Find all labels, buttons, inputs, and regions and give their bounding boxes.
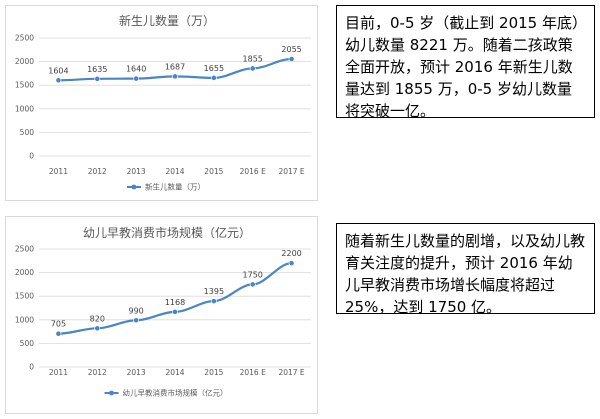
x-tick-label: 2012 bbox=[88, 167, 107, 176]
x-tick-label: 2011 bbox=[49, 368, 68, 377]
y-tick-label: 1000 bbox=[15, 315, 34, 324]
legend-label: 新生儿数量（万） bbox=[145, 182, 205, 192]
data-label: 1655 bbox=[204, 64, 224, 73]
y-tick-label: 2000 bbox=[15, 57, 34, 66]
y-tick-label: 1000 bbox=[15, 104, 34, 113]
chart-title: 幼儿早教消费市场规模（亿元） bbox=[83, 225, 251, 240]
x-tick-label: 2016 E bbox=[240, 368, 266, 377]
x-tick-label: 2014 bbox=[165, 368, 184, 377]
data-point bbox=[210, 298, 217, 305]
newborn-chart: 新生儿数量（万） 0 500 1000 1500 2000 2500 2011 2012 2013… bbox=[5, 5, 318, 201]
early-education-chart-svg: 幼儿早教消费市场规模（亿元） 0 500 1000 1500 2000 2500 2011 20… bbox=[15, 225, 311, 398]
y-tick-label: 500 bbox=[20, 128, 35, 137]
data-label: 1687 bbox=[165, 62, 185, 71]
legend-label: 幼儿早教消费市场规模（亿元） bbox=[123, 388, 228, 398]
data-point bbox=[55, 77, 62, 84]
newborn-chart-svg: 新生儿数量（万） 0 500 1000 1500 2000 2500 2011 2012 2013… bbox=[15, 13, 311, 192]
y-tick-label: 1500 bbox=[15, 292, 34, 301]
data-label: 1635 bbox=[87, 65, 107, 74]
x-tick-label: 2017 E bbox=[278, 368, 304, 377]
data-point bbox=[288, 56, 295, 62]
y-tick-label: 2000 bbox=[15, 268, 34, 277]
legend-marker bbox=[131, 184, 137, 190]
x-tick-label: 2012 bbox=[88, 368, 107, 377]
data-label: 705 bbox=[51, 320, 66, 329]
y-tick-label: 1500 bbox=[15, 81, 34, 90]
x-tick-label: 2017 E bbox=[278, 167, 304, 176]
data-label: 1395 bbox=[204, 287, 224, 296]
data-point bbox=[210, 74, 217, 81]
data-point bbox=[94, 325, 101, 332]
early-education-chart: 幼儿早教消费市场规模（亿元） 0 500 1000 1500 2000 2500 2011 20… bbox=[5, 216, 318, 414]
x-tick-label: 2016 E bbox=[240, 167, 266, 176]
x-tick-label: 2015 bbox=[204, 167, 223, 176]
x-tick-label: 2013 bbox=[127, 167, 146, 176]
data-point bbox=[249, 281, 256, 288]
y-tick-label: 500 bbox=[20, 339, 35, 348]
data-label: 990 bbox=[129, 306, 144, 315]
data-label: 2200 bbox=[281, 249, 301, 258]
data-label: 1168 bbox=[165, 298, 185, 307]
data-label: 820 bbox=[90, 314, 105, 323]
early-education-note: 随着新生儿数量的剧增，以及幼儿教育关注度的提升，预计 2016 年幼儿早教消费市… bbox=[336, 223, 595, 316]
x-tick-label: 2014 bbox=[165, 167, 184, 176]
data-point bbox=[133, 317, 140, 324]
early-education-note-text: 随着新生儿数量的剧增，以及幼儿教育关注度的提升，预计 2016 年幼儿早教消费市… bbox=[345, 232, 586, 316]
data-label: 1640 bbox=[126, 65, 146, 74]
y-tick-label: 0 bbox=[29, 152, 34, 161]
newborn-note-text: 目前，0-5 岁（截止到 2015 年底）幼儿数量 8221 万。随着二孩政策全… bbox=[345, 14, 580, 120]
data-label: 1855 bbox=[243, 54, 263, 63]
data-point bbox=[55, 330, 62, 337]
y-tick-label: 2500 bbox=[15, 245, 34, 254]
data-label: 1604 bbox=[48, 66, 68, 75]
x-tick-label: 2015 bbox=[204, 368, 223, 377]
y-tick-label: 0 bbox=[29, 363, 34, 372]
newborn-note: 目前，0-5 岁（截止到 2015 年底）幼儿数量 8221 万。随着二孩政策全… bbox=[336, 5, 595, 120]
data-label: 2055 bbox=[281, 45, 301, 54]
data-point bbox=[249, 65, 256, 72]
data-point bbox=[288, 260, 295, 267]
x-tick-label: 2011 bbox=[49, 167, 68, 176]
data-point bbox=[172, 73, 178, 80]
y-tick-label: 2500 bbox=[15, 34, 34, 43]
chart-title: 新生儿数量（万） bbox=[119, 13, 215, 28]
data-point bbox=[133, 75, 140, 82]
x-tick-label: 2013 bbox=[127, 368, 146, 377]
legend-marker bbox=[109, 390, 114, 396]
data-point bbox=[94, 75, 101, 82]
data-point bbox=[172, 308, 178, 315]
data-label: 1750 bbox=[243, 270, 263, 279]
